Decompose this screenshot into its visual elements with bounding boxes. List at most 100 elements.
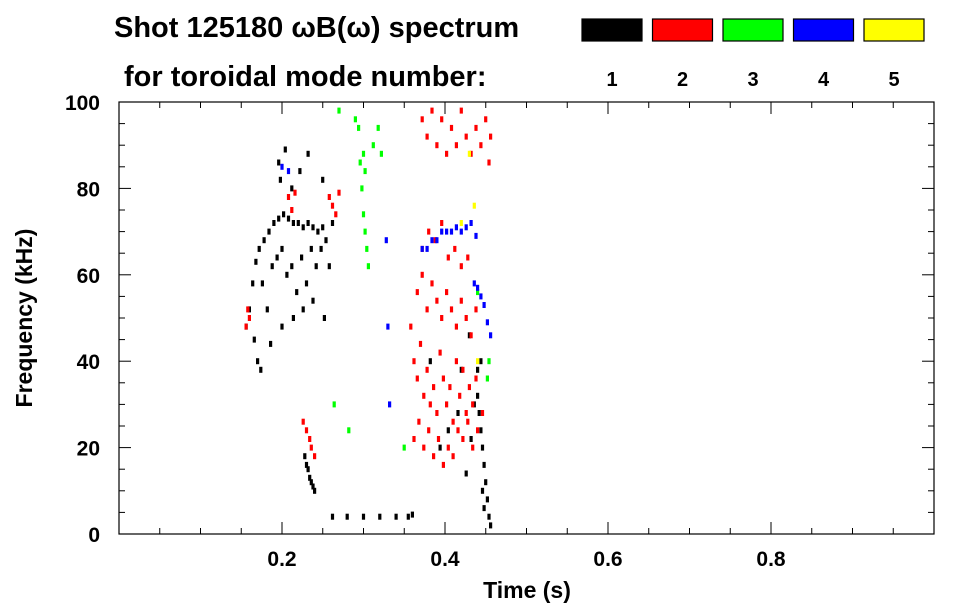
data-point: [425, 133, 429, 140]
data-point: [330, 202, 335, 209]
data-point: [418, 340, 423, 347]
data-point: [361, 211, 366, 218]
data-point: [252, 336, 256, 343]
data-point: [476, 392, 480, 399]
data-point: [379, 150, 383, 157]
data-point: [420, 116, 424, 123]
data-point: [306, 466, 310, 473]
data-point: [479, 358, 483, 365]
data-point: [433, 237, 437, 244]
data-point: [489, 133, 493, 140]
data-point: [487, 159, 491, 166]
data-point: [259, 366, 263, 373]
data-point: [446, 254, 450, 261]
data-point: [251, 280, 255, 287]
data-point: [459, 107, 463, 114]
data-point: [461, 436, 465, 442]
data-point: [286, 215, 291, 222]
data-point: [430, 237, 434, 244]
data-point: [474, 375, 478, 382]
data-point: [487, 358, 491, 365]
data-point: [321, 176, 325, 183]
data-point: [406, 513, 410, 520]
data-point: [412, 358, 416, 365]
data-point: [353, 116, 357, 123]
data-point: [467, 150, 471, 157]
data-point: [469, 436, 473, 442]
data-point: [459, 228, 463, 235]
x-axis: 0.2 0.4 0.6 0.8: [159, 102, 894, 571]
data-point: [464, 133, 468, 140]
data-point: [309, 245, 313, 252]
x-tick-label: 0.2: [267, 548, 296, 571]
data-point: [322, 315, 326, 321]
data-point: [464, 224, 468, 231]
data-point: [451, 418, 455, 425]
data-point: [422, 392, 426, 399]
data-point: [363, 168, 367, 175]
data-point: [477, 410, 481, 416]
chart-title-line1: Shot 125180 ωB(ω) spectrum: [114, 12, 519, 44]
data-point: [314, 263, 318, 270]
data-point: [285, 271, 289, 278]
data-point: [445, 228, 449, 235]
data-point: [327, 194, 331, 200]
y-tick-label: 100: [65, 92, 100, 115]
data-point: [308, 436, 312, 442]
data-point: [454, 358, 458, 365]
data-point: [435, 142, 439, 149]
data-point: [435, 410, 439, 416]
data-point: [290, 185, 294, 192]
data-point: [435, 297, 439, 304]
data-point: [277, 215, 281, 222]
data-point: [332, 401, 336, 408]
x-tick-label: 0.6: [593, 548, 622, 571]
data-point: [464, 315, 468, 321]
data-point: [466, 418, 470, 425]
data-point: [480, 410, 485, 416]
data-point: [298, 168, 302, 175]
data-point: [301, 224, 305, 231]
legend-label: 4: [818, 69, 830, 91]
data-point: [260, 280, 264, 287]
data-point: [376, 124, 380, 131]
data-point: [453, 245, 457, 252]
data-point: [425, 366, 429, 373]
data-points: [244, 107, 493, 529]
data-point: [410, 511, 414, 518]
data-point: [309, 444, 313, 451]
data-point: [303, 453, 307, 460]
x-tick-label: 0.8: [756, 548, 786, 571]
data-point: [290, 207, 294, 213]
data-point: [265, 306, 269, 313]
data-point: [459, 297, 463, 304]
data-point: [440, 116, 444, 123]
data-point: [480, 487, 485, 494]
data-point: [445, 401, 449, 408]
data-point: [321, 224, 325, 231]
data-point: [244, 323, 248, 330]
data-point: [280, 163, 284, 170]
data-point: [286, 168, 291, 175]
data-point: [330, 513, 335, 520]
data-point: [489, 332, 493, 339]
data-point: [485, 496, 489, 503]
data-point: [386, 323, 390, 330]
y-axis-label: Frequency (kHz): [11, 229, 37, 408]
data-point: [440, 220, 444, 226]
legend-label: 1: [606, 69, 617, 91]
data-point: [476, 284, 480, 291]
legend: 1 2 3 4 5: [581, 18, 925, 91]
title-group: Shot 125180 ωB(ω) spectrum for toroidal …: [114, 12, 519, 93]
data-point: [458, 392, 462, 399]
data-point: [311, 297, 315, 304]
data-point: [479, 293, 483, 300]
data-point: [363, 228, 367, 235]
data-point: [394, 513, 398, 520]
data-point: [422, 444, 426, 451]
data-point: [438, 349, 442, 356]
data-point: [476, 427, 480, 434]
data-point: [262, 237, 266, 244]
data-point: [337, 189, 341, 196]
data-point: [334, 211, 338, 218]
